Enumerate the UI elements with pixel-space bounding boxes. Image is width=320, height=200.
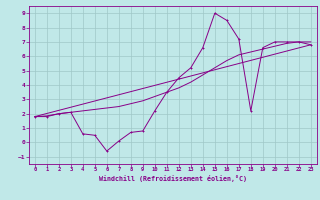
X-axis label: Windchill (Refroidissement éolien,°C): Windchill (Refroidissement éolien,°C): [99, 175, 247, 182]
